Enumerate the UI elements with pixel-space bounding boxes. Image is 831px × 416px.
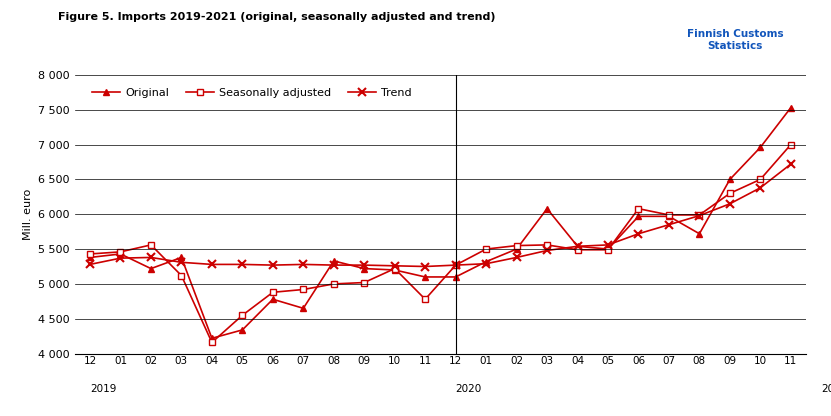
Seasonally adjusted xyxy=(116,249,125,254)
Original xyxy=(573,244,583,249)
Trend xyxy=(146,255,156,260)
Original xyxy=(329,258,339,263)
Original xyxy=(238,327,248,332)
Trend xyxy=(664,222,674,227)
Original xyxy=(755,145,765,150)
Seasonally adjusted xyxy=(390,266,400,271)
Original xyxy=(176,255,186,260)
Trend xyxy=(633,231,643,236)
Trend xyxy=(85,262,95,267)
Original xyxy=(603,247,613,252)
Seasonally adjusted xyxy=(725,191,735,196)
Text: Figure 5. Imports 2019-2021 (original, seasonally adjusted and trend): Figure 5. Imports 2019-2021 (original, s… xyxy=(58,12,495,22)
Line: Seasonally adjusted: Seasonally adjusted xyxy=(86,141,794,346)
Original xyxy=(420,275,430,280)
Seasonally adjusted xyxy=(420,297,430,302)
Seasonally adjusted xyxy=(603,247,613,252)
Seasonally adjusted xyxy=(786,142,796,147)
Seasonally adjusted xyxy=(755,177,765,182)
Original xyxy=(481,259,491,264)
Trend xyxy=(755,185,765,190)
Trend xyxy=(390,263,400,268)
Original xyxy=(85,255,95,260)
Seasonally adjusted xyxy=(573,247,583,252)
Trend xyxy=(359,262,369,267)
Trend xyxy=(207,262,217,267)
Original xyxy=(786,105,796,110)
Line: Original: Original xyxy=(86,104,794,342)
Text: 2021: 2021 xyxy=(821,384,831,394)
Trend xyxy=(481,261,491,266)
Seasonally adjusted xyxy=(85,251,95,256)
Trend xyxy=(268,262,278,267)
Seasonally adjusted xyxy=(238,313,248,318)
Seasonally adjusted xyxy=(268,290,278,295)
Seasonally adjusted xyxy=(633,206,643,211)
Original xyxy=(116,251,125,256)
Text: Finnish Customs
Statistics: Finnish Customs Statistics xyxy=(687,29,784,51)
Seasonally adjusted xyxy=(207,340,217,345)
Line: Trend: Trend xyxy=(86,160,795,271)
Trend xyxy=(420,264,430,269)
Original xyxy=(450,275,460,280)
Legend: Original, Seasonally adjusted, Trend: Original, Seasonally adjusted, Trend xyxy=(87,83,416,102)
Trend xyxy=(695,213,705,218)
Original xyxy=(359,266,369,271)
Original xyxy=(695,231,705,236)
Seasonally adjusted xyxy=(481,247,491,252)
Trend xyxy=(603,243,613,248)
Seasonally adjusted xyxy=(329,281,339,286)
Seasonally adjusted xyxy=(146,243,156,248)
Trend xyxy=(329,262,339,267)
Trend xyxy=(238,262,248,267)
Original xyxy=(633,214,643,219)
Trend xyxy=(786,161,796,166)
Original xyxy=(207,336,217,341)
Trend xyxy=(573,244,583,249)
Trend xyxy=(512,255,522,260)
Seasonally adjusted xyxy=(176,273,186,278)
Y-axis label: Mill. euro: Mill. euro xyxy=(22,188,32,240)
Original xyxy=(390,267,400,272)
Original xyxy=(725,177,735,182)
Trend xyxy=(542,248,552,253)
Trend xyxy=(176,260,186,265)
Seasonally adjusted xyxy=(695,213,705,218)
Text: 2019: 2019 xyxy=(90,384,116,394)
Trend xyxy=(116,256,125,261)
Seasonally adjusted xyxy=(542,243,552,248)
Original xyxy=(268,297,278,302)
Seasonally adjusted xyxy=(664,213,674,218)
Original xyxy=(512,247,522,252)
Seasonally adjusted xyxy=(450,262,460,267)
Text: 2020: 2020 xyxy=(455,384,482,394)
Trend xyxy=(450,262,460,267)
Seasonally adjusted xyxy=(298,287,308,292)
Original xyxy=(298,306,308,311)
Seasonally adjusted xyxy=(359,280,369,285)
Original xyxy=(664,214,674,219)
Seasonally adjusted xyxy=(512,243,522,248)
Trend xyxy=(298,262,308,267)
Original xyxy=(146,266,156,271)
Trend xyxy=(725,201,735,206)
Original xyxy=(542,206,552,211)
